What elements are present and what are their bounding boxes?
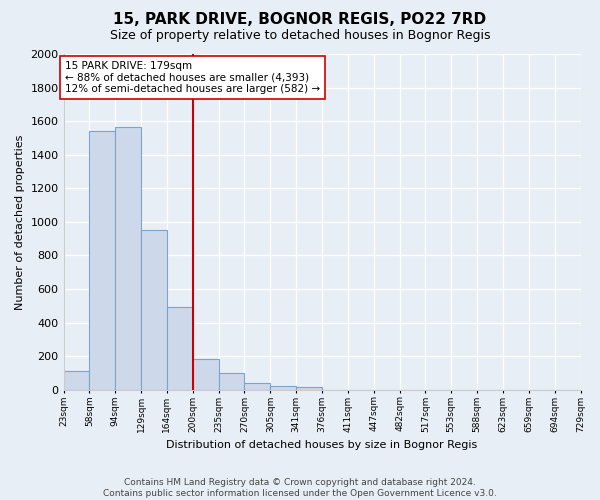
Bar: [64, 372, 89, 390]
Bar: [193, 358, 218, 390]
Bar: [271, 386, 296, 390]
Bar: [141, 230, 167, 390]
Text: 15 PARK DRIVE: 179sqm
← 88% of detached houses are smaller (4,393)
12% of semi-d: 15 PARK DRIVE: 179sqm ← 88% of detached …: [65, 60, 320, 94]
Bar: [167, 308, 193, 390]
Y-axis label: Number of detached properties: Number of detached properties: [15, 134, 25, 310]
Text: Contains HM Land Registry data © Crown copyright and database right 2024.
Contai: Contains HM Land Registry data © Crown c…: [103, 478, 497, 498]
Bar: [244, 383, 271, 390]
Text: 15, PARK DRIVE, BOGNOR REGIS, PO22 7RD: 15, PARK DRIVE, BOGNOR REGIS, PO22 7RD: [113, 12, 487, 28]
Bar: [296, 387, 322, 390]
Bar: [218, 373, 244, 390]
Bar: [89, 131, 115, 390]
Text: Size of property relative to detached houses in Bognor Regis: Size of property relative to detached ho…: [110, 29, 490, 42]
X-axis label: Distribution of detached houses by size in Bognor Regis: Distribution of detached houses by size …: [166, 440, 478, 450]
Bar: [115, 127, 141, 390]
